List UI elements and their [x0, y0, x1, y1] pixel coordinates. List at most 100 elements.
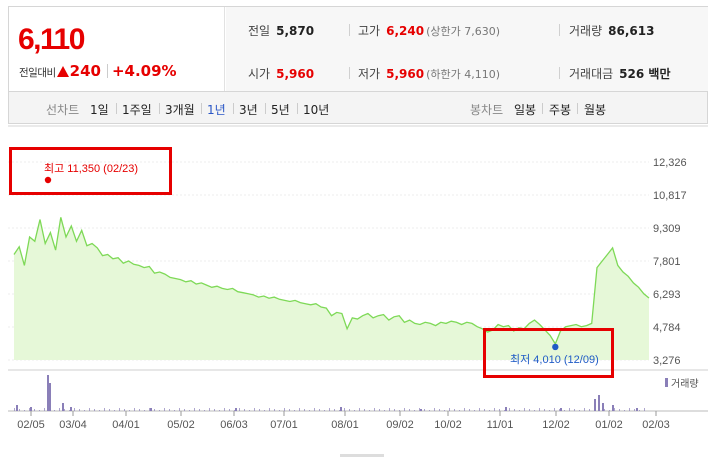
stat-low: 저가 5,960 (하한가 4,110) — [358, 65, 500, 82]
volume-bar — [414, 410, 415, 411]
tab-daily[interactable]: 일봉 — [514, 103, 537, 117]
volume-bar — [229, 409, 230, 411]
volume-bar — [634, 409, 635, 411]
volume-bar — [254, 408, 255, 411]
tab-3m[interactable]: 3개월 — [165, 103, 195, 117]
volume-bar — [614, 408, 615, 411]
tab-monthly[interactable]: 월봉 — [584, 103, 607, 117]
x-tick-label: 08/01 — [331, 419, 359, 431]
price-block: 6,110 전일대비 240 +4.09% — [9, 7, 225, 91]
x-tick-label: 11/01 — [487, 419, 514, 431]
volume-bar — [279, 410, 280, 411]
volume-bar — [629, 408, 630, 411]
volume-bar — [259, 409, 260, 411]
volume-bar — [194, 408, 195, 411]
volume-bar — [339, 410, 340, 411]
volume-bar — [389, 408, 390, 411]
volume-bar — [44, 408, 45, 411]
volume-bars: 거래량 — [14, 375, 699, 411]
x-tick-label: 06/03 — [220, 419, 248, 431]
volume-bar — [114, 410, 115, 411]
volume-bar — [16, 405, 18, 411]
volume-bar — [154, 409, 155, 411]
volume-bar — [234, 410, 235, 411]
volume-bar — [469, 409, 470, 411]
stat-label: 시가 — [248, 67, 271, 81]
volume-bar — [529, 409, 530, 411]
volume-bar — [29, 408, 30, 411]
volume-bar — [459, 410, 460, 411]
volume-bar — [589, 409, 590, 411]
volume-bar — [199, 409, 200, 411]
volume-bar — [219, 410, 220, 411]
volume-bar — [144, 410, 145, 411]
volume-bar — [504, 410, 505, 411]
candle-chart-title: 봉차트 — [470, 103, 504, 117]
change-label: 전일대비 — [19, 67, 56, 79]
divider — [297, 103, 298, 114]
volume-bar — [429, 410, 430, 411]
volume-bar — [134, 408, 135, 411]
volume-bar — [294, 410, 295, 411]
volume-bar — [99, 410, 100, 411]
volume-bar — [184, 409, 185, 411]
x-tick-label: 03/04 — [59, 419, 87, 431]
volume-bar — [159, 410, 160, 411]
volume-bar — [69, 410, 70, 411]
x-axis-ticks: 02/05 03/04 04/01 05/02 06/03 07/01 08/01 09/02… — [17, 411, 670, 457]
volume-bar — [349, 409, 350, 411]
volume-bar — [124, 409, 125, 411]
volume-bar — [150, 408, 152, 411]
tab-10y[interactable]: 10년 — [303, 103, 330, 117]
volume-bar — [624, 410, 625, 411]
stat-value: 5,870 — [276, 24, 315, 38]
volume-bar — [94, 409, 95, 411]
volume-bar — [249, 410, 250, 411]
volume-bar — [464, 408, 465, 411]
x-tick-label: 12/02 — [542, 419, 570, 431]
volume-bar — [304, 409, 305, 411]
volume-bar — [79, 409, 80, 411]
stat-label: 고가 — [358, 24, 381, 38]
y-tick-label: 6,293 — [653, 289, 681, 301]
tab-1y[interactable]: 1년 — [207, 103, 226, 117]
line-chart-title: 선차트 — [46, 103, 80, 117]
volume-bar — [149, 408, 150, 411]
tab-weekly[interactable]: 주봉 — [549, 103, 572, 117]
max-label: 최고 11,350 (02/23) — [44, 162, 138, 175]
volume-bar — [569, 408, 570, 411]
tab-3y[interactable]: 3년 — [239, 103, 258, 117]
up-arrow-icon — [56, 66, 69, 77]
volume-bar — [204, 410, 205, 411]
x-tick-label: 04/01 — [112, 419, 140, 431]
volume-bar — [289, 409, 290, 411]
stat-value: 526 백만 — [619, 67, 671, 81]
tab-5y[interactable]: 5년 — [271, 103, 290, 117]
volume-bar — [169, 409, 170, 411]
price-chart-svg[interactable]: 12,326 10,817 9,309 7,801 6,293 4,784 3,276 최고… — [0, 124, 715, 458]
volume-bar — [84, 410, 85, 411]
x-tick-label: 05/02 — [167, 419, 195, 431]
volume-bar — [62, 403, 64, 411]
volume-bar — [554, 408, 555, 411]
volume-bar — [439, 409, 440, 411]
volume-bar — [314, 408, 315, 411]
min-marker-dot — [552, 343, 559, 351]
volume-bar — [449, 408, 450, 411]
volume-bar — [14, 408, 15, 411]
volume-bar — [47, 375, 49, 411]
divider — [159, 103, 160, 114]
scrollbar-thumb — [340, 454, 384, 457]
tab-1d[interactable]: 1일 — [90, 103, 109, 117]
volume-bar — [74, 408, 75, 411]
volume-bar — [214, 409, 215, 411]
divider — [559, 67, 560, 79]
volume-bar — [24, 410, 25, 411]
y-tick-label: 9,309 — [653, 223, 681, 235]
volume-bar — [54, 410, 55, 411]
change-line: 전일대비 240 +4.09% — [19, 61, 177, 80]
volume-bar — [602, 403, 604, 411]
volume-bar — [612, 405, 614, 411]
divider — [106, 64, 108, 78]
tab-1w[interactable]: 1주일 — [122, 103, 152, 117]
